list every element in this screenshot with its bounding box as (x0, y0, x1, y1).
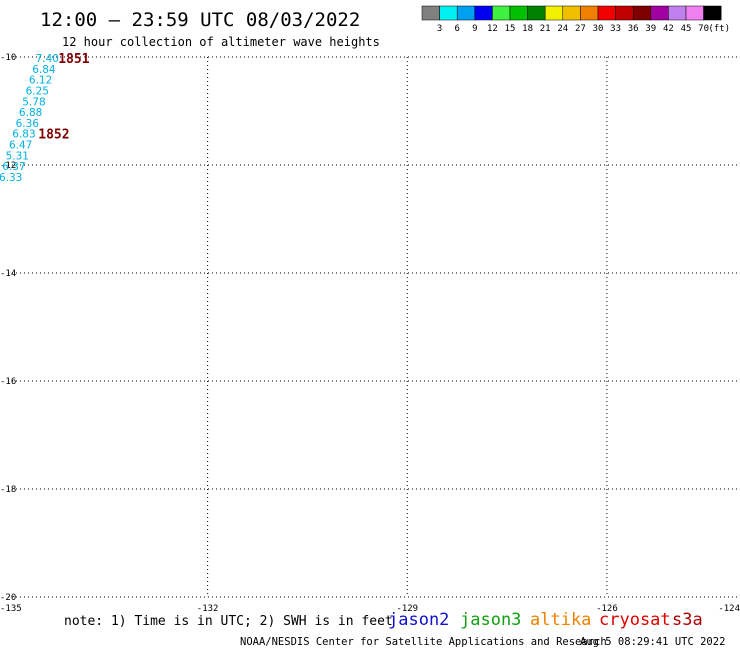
legend-label: 45 (681, 24, 692, 34)
satellite-label: s3a (672, 610, 703, 630)
x-tick-label: -124 (718, 604, 740, 614)
legend-label: 33 (610, 24, 621, 34)
satellite-label: cryosat (599, 610, 671, 630)
chart-subtitle: 12 hour collection of altimeter wave hei… (62, 35, 380, 49)
legend-label: 15 (505, 24, 516, 34)
data-point: 6.36 (16, 118, 40, 130)
legend-label: 70 (698, 24, 709, 34)
legend-swatch (650, 5, 669, 21)
legend-label: 9 (472, 24, 477, 34)
satellite-legend: jason2 jason3 altika cryosat s3a (388, 610, 703, 630)
satellite-label: jason3 (460, 610, 521, 630)
legend-swatch (509, 5, 528, 21)
y-tick-label: -10 (0, 53, 16, 63)
legend-label: 6 (454, 24, 459, 34)
legend-label: 21 (540, 24, 551, 34)
legend-label: 3 (437, 24, 442, 34)
legend-swatch (439, 5, 458, 21)
data-point: 5.78 (22, 96, 45, 108)
legend-swatch (580, 5, 599, 21)
x-axis-ticks: -135-132-129-126-123-124 (0, 604, 740, 614)
data-point: 6.88 (19, 107, 42, 119)
time-label: 1852 (38, 128, 69, 143)
satellite-label: jason2 (388, 610, 449, 630)
y-tick-label: -14 (0, 269, 16, 279)
legend-swatch (562, 5, 581, 21)
x-tick-label: -126 (596, 604, 618, 614)
legend-swatch (456, 5, 476, 21)
legend-label: (ft) (708, 24, 730, 34)
data-point: 7.40 (36, 53, 59, 65)
y-tick-label: -12 (0, 161, 16, 171)
legend-label: 39 (645, 24, 656, 34)
legend-swatch (615, 5, 634, 21)
chart-title: 12:00 – 23:59 UTC 08/03/2022 (40, 9, 360, 31)
legend-label: 27 (575, 24, 586, 34)
legend-swatch (668, 5, 687, 21)
legend-swatch (597, 5, 616, 21)
legend-label: 24 (557, 24, 568, 34)
footer-note: note: 1) Time is in UTC; 2) SWH is in fe… (64, 614, 393, 629)
wave-height-points: 7.406.846.126.255.786.886.366.836.475.31… (0, 53, 59, 184)
legend-label: 18 (522, 24, 533, 34)
legend-swatch (527, 5, 546, 21)
legend-swatch (632, 5, 652, 21)
x-tick-label: -132 (197, 604, 219, 614)
x-tick-label: -135 (0, 604, 22, 614)
data-point: 6.12 (29, 75, 52, 87)
legend-label: 30 (593, 24, 604, 34)
legend-label: 42 (663, 24, 674, 34)
data-point: 6.84 (32, 64, 56, 76)
footer-timestamp: Aug 5 08:29:41 UTC 2022 (580, 636, 725, 648)
time-label: 1851 (58, 52, 89, 67)
satellite-label: altika (530, 610, 591, 630)
footer-credit: NOAA/NESDIS Center for Satellite Applica… (240, 636, 607, 648)
x-tick-label: -129 (396, 604, 418, 614)
pass-time-labels: 18511852122712281229 (38, 52, 89, 143)
legend-swatch (685, 5, 704, 21)
legend-swatch (703, 5, 722, 21)
legend-swatch (492, 5, 511, 21)
grid (8, 56, 740, 598)
data-point: 6.47 (9, 139, 32, 151)
y-tick-label: -18 (0, 485, 16, 495)
data-point: 6.37 (2, 161, 25, 173)
y-tick-label: -20 (0, 593, 16, 603)
legend-swatch (474, 5, 493, 21)
data-point: 6.33 (0, 172, 22, 184)
data-point: 5.31 (6, 150, 29, 162)
legend-label: 12 (487, 24, 498, 34)
data-point: 6.83 (12, 129, 35, 141)
data-point: 6.25 (26, 85, 49, 97)
legend-label: 36 (628, 24, 639, 34)
legend-swatch (421, 5, 440, 21)
legend-swatch (544, 5, 564, 21)
color-scale-legend: 3 6 9 12 15 18 21 24 27 30 33 36 39 42 45 70 (ft) (421, 5, 730, 34)
y-tick-label: -16 (0, 377, 16, 387)
y-axis-ticks: -10 -12 -14 -16 -18 -20 (0, 53, 16, 603)
